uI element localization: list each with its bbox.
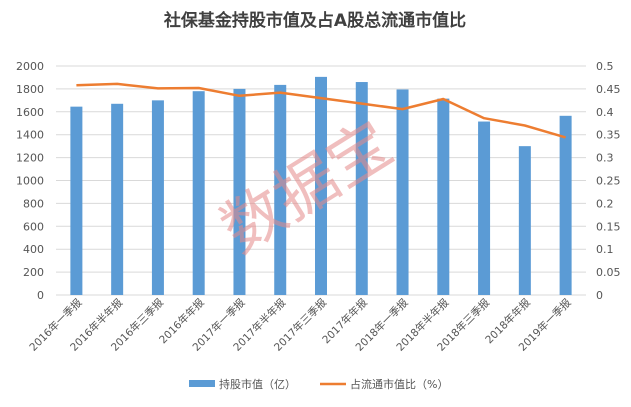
bar: [192, 91, 205, 295]
y-right-tick-label: 0.45: [596, 83, 621, 96]
y-right-tick-label: 0.05: [596, 266, 621, 279]
y-left-tick-label: 1800: [16, 83, 44, 96]
y-left-tick-label: 0: [37, 289, 44, 302]
series-line: [76, 82, 566, 139]
y-left-tick-label: 1200: [16, 152, 44, 165]
chart-title: 社保基金持股市值及占A股总流通市值比: [163, 10, 466, 31]
bar: [111, 103, 124, 295]
y-right-tick-label: 0.3: [596, 152, 614, 165]
y-right-tick-label: 0.15: [596, 220, 621, 233]
y-right-tick-label: 0.5: [596, 60, 614, 73]
bar: [151, 100, 164, 295]
bar: [355, 82, 368, 295]
y-right-tick-label: 0: [596, 289, 603, 302]
y-left-tick-label: 800: [23, 197, 44, 210]
x-axis: 2016年一季报2016年半年报2016年三季报2016年年报2017年一季报2…: [27, 296, 574, 354]
bar: [396, 89, 409, 295]
bar: [70, 106, 83, 296]
y-right-tick-label: 0.2: [596, 197, 614, 210]
bar: [233, 88, 246, 296]
y-right-tick-label: 0.35: [596, 129, 621, 142]
bar-series: [70, 76, 572, 296]
line-series: [76, 82, 566, 139]
y-left-tick-label: 1000: [16, 175, 44, 188]
y-axis-left: 0 200 400 600 800 1000 1200 1400 1600 1800 2000: [16, 60, 44, 302]
y-left-tick-label: 200: [23, 266, 44, 279]
y-left-tick-label: 1600: [16, 106, 44, 119]
y-left-tick-label: 600: [23, 220, 44, 233]
y-axis-right: 0 0.05 0.1 0.15 0.2 0.25 0.3 0.35 0.4 0.45 0.5: [596, 60, 621, 302]
legend: 持股市值（亿） 占流通市值比（%）: [189, 377, 448, 391]
bar: [315, 76, 327, 295]
y-right-tick-label: 0.4: [596, 106, 614, 119]
legend-label-line: 占流通市值比（%）: [350, 377, 448, 391]
y-right-tick-label: 0.1: [596, 243, 614, 256]
bar: [559, 115, 572, 296]
legend-swatch-bar: [189, 380, 215, 387]
y-right-tick-label: 0.25: [596, 175, 621, 188]
y-left-tick-label: 400: [23, 243, 44, 256]
y-left-tick-label: 1400: [16, 129, 44, 142]
y-left-tick-label: 2000: [16, 60, 44, 73]
bar: [274, 84, 287, 295]
bar: [478, 121, 491, 295]
bar: [437, 98, 450, 295]
bar: [518, 146, 531, 295]
legend-label-bar: 持股市值（亿）: [219, 377, 296, 391]
